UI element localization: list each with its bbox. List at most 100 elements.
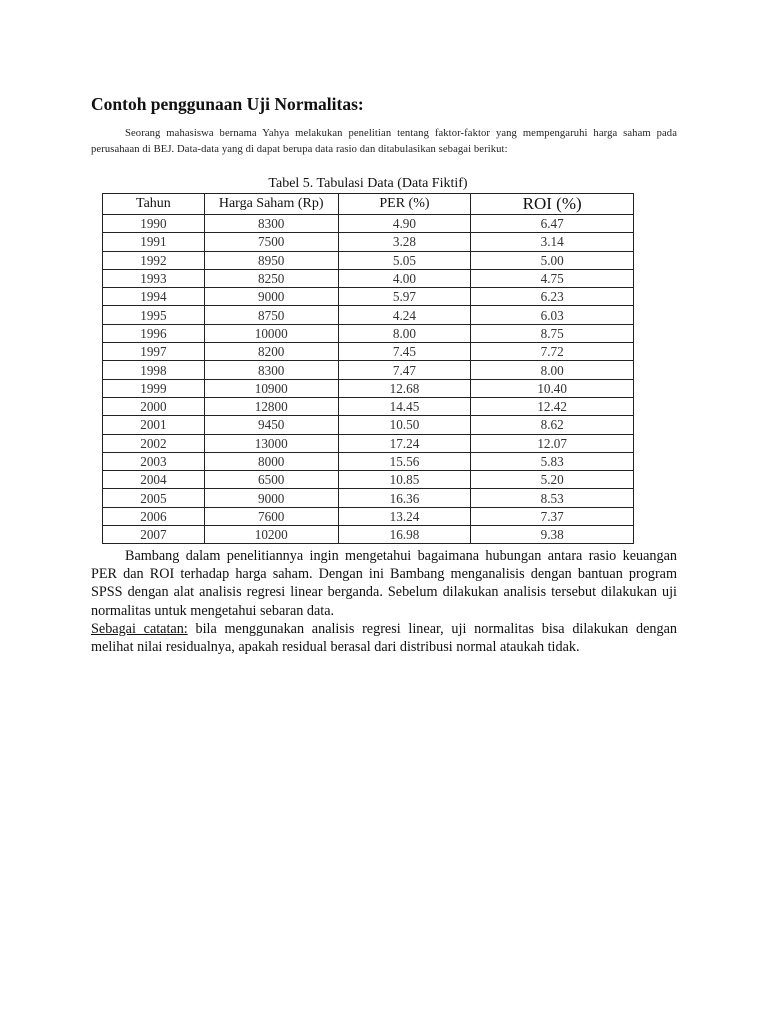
table-row: 1999 10900 12.68 10.40: [102, 378, 634, 398]
cell-per: 10.85: [337, 470, 472, 490]
cell-roi: 8.75: [470, 323, 634, 344]
cell-per: 14.45: [337, 396, 472, 417]
cell-per: 7.47: [337, 360, 472, 380]
cell-tahun: 1990: [102, 213, 205, 234]
cell-tahun: 2001: [102, 415, 205, 435]
table-row: 1990 8300 4.90 6.47: [102, 213, 634, 234]
cell-harga-saham: 8750: [203, 305, 339, 325]
cell-tahun: 2000: [102, 396, 205, 417]
cell-tahun: 2005: [102, 488, 205, 508]
cell-harga-saham: 12800: [203, 396, 339, 417]
cell-harga-saham: 8200: [203, 342, 339, 362]
cell-per: 5.97: [337, 287, 472, 307]
cell-per: 17.24: [337, 433, 472, 453]
cell-per: 4.90: [337, 213, 472, 234]
cell-per: 16.98: [337, 525, 472, 545]
cell-harga-saham: 7500: [203, 232, 339, 252]
table-row: 1994 9000 5.97 6.23: [102, 287, 634, 307]
body-paragraph: Bambang dalam penelitiannya ingin menget…: [91, 548, 677, 619]
table-body: 1990 8300 4.90 6.47 1991 7500 3.28 3.14 1992 8950…: [102, 213, 634, 545]
cell-tahun: 1996: [102, 323, 205, 344]
table-header-row: Tahun Harga Saham (Rp) PER (%) ROI (%): [102, 193, 634, 215]
cell-harga-saham: 7600: [203, 506, 339, 527]
table-row: 1992 8950 5.05 5.00: [102, 250, 634, 270]
note-label: Sebagai catatan:: [91, 620, 188, 637]
cell-per: 12.68: [337, 378, 472, 398]
cell-harga-saham: 9450: [203, 415, 339, 435]
table-row: 2000 12800 14.45 12.42: [102, 396, 634, 417]
table-row: 1998 8300 7.47 8.00: [102, 360, 634, 380]
cell-roi: 5.20: [470, 470, 634, 490]
cell-tahun: 1995: [102, 305, 205, 325]
note-text: bila menggunakan analisis regresi linear…: [91, 620, 677, 656]
cell-harga-saham: 10900: [203, 378, 339, 398]
table-row: 1996 10000 8.00 8.75: [102, 323, 634, 344]
cell-roi: 7.37: [470, 506, 634, 527]
table-row: 1995 8750 4.24 6.03: [102, 305, 634, 325]
cell-roi: 6.03: [470, 305, 634, 325]
cell-per: 15.56: [337, 451, 472, 472]
cell-tahun: 1999: [102, 378, 205, 398]
cell-tahun: 1994: [102, 287, 205, 307]
cell-harga-saham: 8950: [203, 250, 339, 270]
table-row: 2006 7600 13.24 7.37: [102, 506, 634, 527]
cell-harga-saham: 8300: [203, 360, 339, 380]
body-text: Bambang dalam penelitiannya ingin menget…: [91, 547, 677, 656]
intro-paragraph: Seorang mahasiswa bernama Yahya melakuka…: [91, 128, 677, 155]
data-table: Tahun Harga Saham (Rp) PER (%) ROI (%) 1…: [102, 193, 634, 545]
cell-per: 4.00: [337, 268, 472, 289]
cell-tahun: 1993: [102, 268, 205, 289]
cell-per: 16.36: [337, 488, 472, 508]
cell-harga-saham: 8300: [203, 213, 339, 234]
cell-tahun: 2002: [102, 433, 205, 453]
cell-tahun: 1991: [102, 232, 205, 252]
table-row: 2003 8000 15.56 5.83: [102, 451, 634, 472]
cell-tahun: 1997: [102, 342, 205, 362]
note-paragraph: Sebagai catatan: bila menggunakan analis…: [91, 620, 677, 656]
cell-roi: 8.00: [470, 360, 634, 380]
cell-tahun: 1992: [102, 250, 205, 270]
table-row: 2004 6500 10.85 5.20: [102, 470, 634, 490]
cell-roi: 9.38: [470, 525, 634, 545]
cell-harga-saham: 8000: [203, 451, 339, 472]
cell-harga-saham: 13000: [203, 433, 339, 453]
cell-roi: 3.14: [470, 232, 634, 252]
cell-tahun: 2007: [102, 525, 205, 545]
cell-harga-saham: 9000: [203, 488, 339, 508]
table-row: 2001 9450 10.50 8.62: [102, 415, 634, 435]
cell-harga-saham: 8250: [203, 268, 339, 289]
header-roi: ROI (%): [470, 193, 634, 215]
cell-roi: 7.72: [470, 342, 634, 362]
cell-tahun: 1998: [102, 360, 205, 380]
table-caption: Tabel 5. Tabulasi Data (Data Fiktif): [268, 176, 468, 191]
table-row: 1991 7500 3.28 3.14: [102, 232, 634, 252]
cell-roi: 5.83: [470, 451, 634, 472]
cell-tahun: 2003: [102, 451, 205, 472]
cell-harga-saham: 10200: [203, 525, 339, 545]
cell-tahun: 2006: [102, 506, 205, 527]
header-harga-saham: Harga Saham (Rp): [203, 193, 339, 215]
table-row: 2005 9000 16.36 8.53: [102, 488, 634, 508]
cell-roi: 4.75: [470, 268, 634, 289]
table-row: 2007 10200 16.98 9.38: [102, 525, 634, 545]
cell-per: 10.50: [337, 415, 472, 435]
cell-per: 8.00: [337, 323, 472, 344]
cell-per: 3.28: [337, 232, 472, 252]
cell-roi: 8.62: [470, 415, 634, 435]
cell-roi: 6.23: [470, 287, 634, 307]
cell-roi: 12.07: [470, 433, 634, 453]
cell-per: 13.24: [337, 506, 472, 527]
cell-tahun: 2004: [102, 470, 205, 490]
cell-roi: 5.00: [470, 250, 634, 270]
table-row: 2002 13000 17.24 12.07: [102, 433, 634, 453]
cell-harga-saham: 6500: [203, 470, 339, 490]
cell-harga-saham: 10000: [203, 323, 339, 344]
table-row: 1993 8250 4.00 4.75: [102, 268, 634, 289]
cell-per: 7.45: [337, 342, 472, 362]
cell-roi: 10.40: [470, 378, 634, 398]
cell-per: 4.24: [337, 305, 472, 325]
header-tahun: Tahun: [102, 193, 205, 215]
cell-per: 5.05: [337, 250, 472, 270]
header-per: PER (%): [337, 193, 472, 215]
page-title: Contoh penggunaan Uji Normalitas:: [91, 94, 364, 114]
